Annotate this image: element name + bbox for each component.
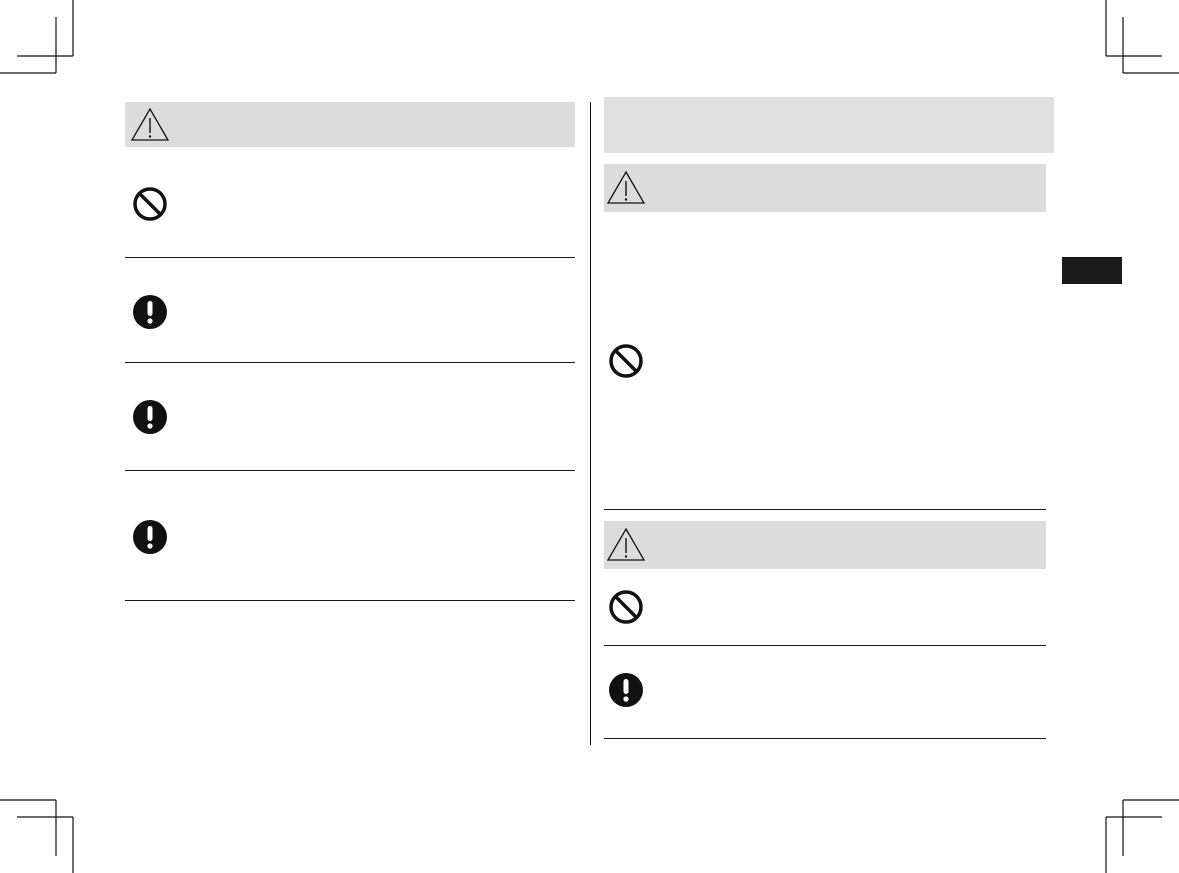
divider	[604, 738, 1046, 739]
column-divider	[590, 102, 591, 745]
exclamation-icon	[133, 400, 167, 434]
divider	[125, 257, 575, 258]
exclamation-icon	[609, 673, 643, 707]
divider	[604, 509, 1046, 510]
caution-header-band	[604, 521, 1046, 569]
divider	[604, 645, 1046, 646]
exclamation-icon	[133, 295, 167, 329]
section-title-band	[604, 97, 1054, 153]
divider	[125, 470, 575, 471]
prohibition-icon	[609, 344, 643, 378]
divider	[125, 362, 575, 363]
side-tab	[1062, 257, 1122, 284]
warning-header-band	[604, 164, 1046, 212]
prohibition-icon	[133, 187, 167, 221]
warning-header-band	[125, 102, 575, 147]
exclamation-icon	[133, 520, 167, 554]
warning-triangle-icon	[130, 107, 170, 141]
warning-triangle-icon	[606, 527, 646, 561]
warning-triangle-icon	[606, 170, 646, 204]
prohibition-icon	[609, 590, 643, 624]
divider	[125, 600, 575, 601]
